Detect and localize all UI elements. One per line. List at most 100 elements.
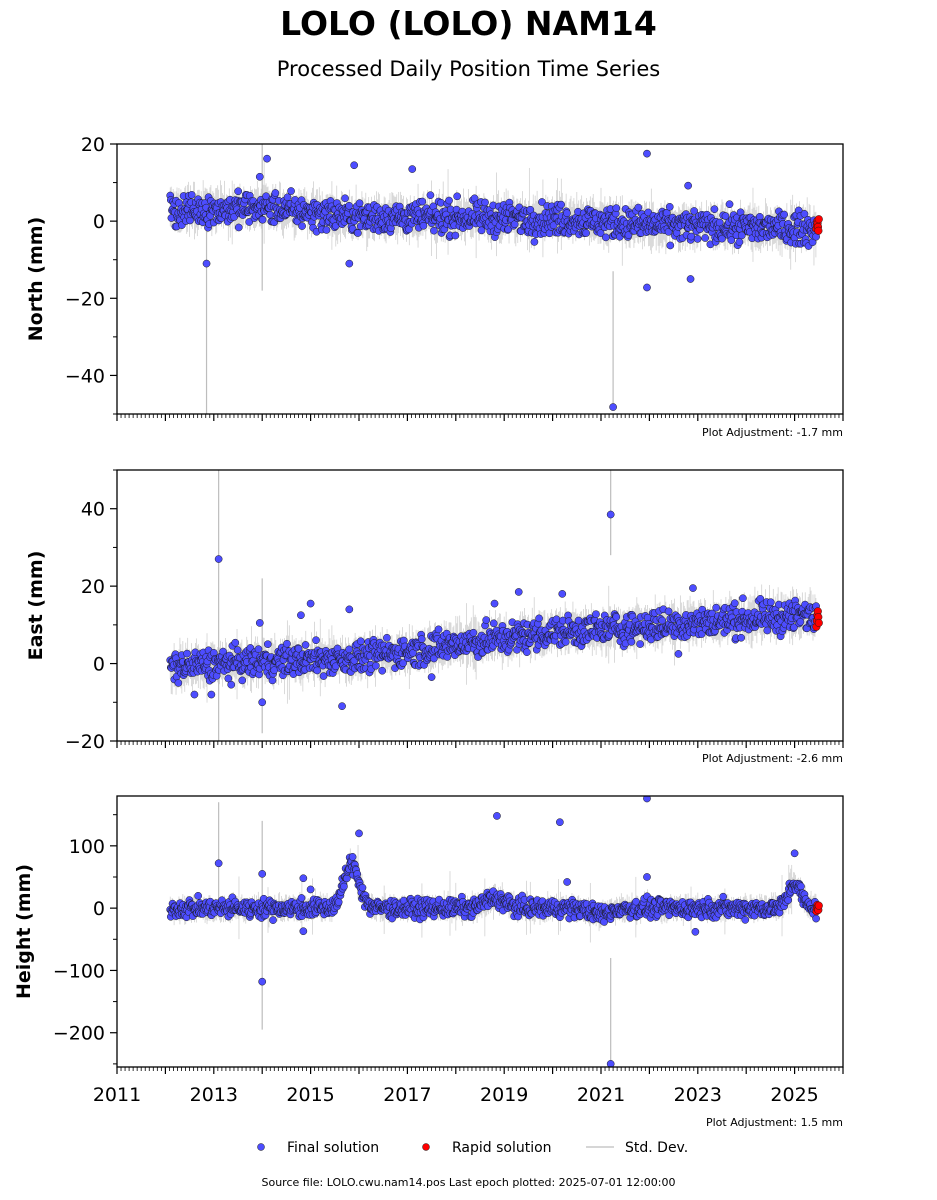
final-solution-point <box>658 616 667 625</box>
final-solution-outlier <box>255 172 264 181</box>
final-solution-point <box>269 916 277 924</box>
final-solution-point <box>563 209 571 217</box>
stddev-bars <box>169 802 817 1067</box>
stddev-bars <box>169 144 817 414</box>
final-solution-point <box>727 236 736 244</box>
plot-adjustment-note: Plot Adjustment: -1.7 mm <box>702 426 843 439</box>
final-solution-point <box>234 223 243 232</box>
final-solution-point <box>409 649 417 657</box>
final-solution-point <box>730 599 739 608</box>
final-solution-point <box>233 646 242 654</box>
final-solution-point <box>557 200 565 209</box>
plot-area <box>166 470 823 741</box>
final-solution-point <box>322 226 331 234</box>
final-solution-outlier <box>202 259 211 268</box>
final-solution-point <box>294 644 303 653</box>
final-solution-outlier <box>606 510 615 519</box>
final-solution-point <box>224 674 233 683</box>
final-solution-point <box>266 210 274 219</box>
final-solution-point <box>735 238 744 246</box>
plot-area <box>166 144 823 414</box>
final-solution-point <box>355 199 364 208</box>
final-solution-point <box>418 197 427 206</box>
final-solution-point <box>477 226 486 235</box>
final-solution-point <box>530 238 539 246</box>
final-solution-point <box>636 640 644 648</box>
final-solution-outlier <box>490 599 499 608</box>
final-solution-outlier <box>643 283 651 292</box>
final-solution-point <box>183 649 191 658</box>
rapid-solution-point <box>814 215 823 224</box>
final-solution-point <box>301 641 310 649</box>
final-solution-outlier <box>338 702 346 711</box>
final-solution-point <box>664 607 673 616</box>
final-solution-point <box>718 234 726 243</box>
final-solution-point <box>298 222 306 230</box>
final-solution-point <box>312 636 320 645</box>
final-solution-point <box>340 882 348 891</box>
final-solution-point <box>254 645 263 654</box>
final-solution-point <box>710 205 719 214</box>
final-solution-point <box>434 625 443 634</box>
y-axis-label: North (mm) <box>25 217 47 342</box>
final-solution-point <box>263 640 272 649</box>
final-solution-outlier <box>263 154 271 163</box>
final-solution-outlier <box>258 698 267 707</box>
final-solution-outlier <box>684 181 692 190</box>
plot-area <box>166 796 823 1067</box>
rapid-solution-point <box>814 226 823 235</box>
final-solution-point <box>712 603 721 612</box>
final-solution-point <box>174 679 183 687</box>
final-solution-point <box>378 666 387 675</box>
final-solution-point <box>725 200 734 209</box>
final-solution-point <box>601 233 610 242</box>
final-solution-point <box>187 191 196 199</box>
final-solution-point <box>356 637 365 646</box>
final-solution-point <box>549 221 558 230</box>
final-solution-outlier <box>609 403 617 411</box>
final-solution-point <box>313 666 322 675</box>
final-solution-outlier <box>190 690 199 699</box>
final-solution-point <box>481 198 489 207</box>
final-solution-outlier <box>306 599 315 608</box>
final-solution-point <box>270 666 279 675</box>
final-solution-point <box>451 231 460 240</box>
final-solution-point <box>687 232 696 241</box>
y-axis-label: East (mm) <box>25 551 47 661</box>
final-solution-point <box>561 638 570 646</box>
final-solution-point <box>634 203 643 212</box>
final-solution-outlier <box>345 605 354 614</box>
panel-frame <box>116 143 844 415</box>
final-solution-point <box>345 201 353 210</box>
final-solution-point <box>697 630 706 638</box>
final-solution-outlier <box>297 611 305 620</box>
final-solution-point <box>319 672 328 680</box>
y-tick-label: 20 <box>81 576 105 598</box>
final-solution-point <box>545 229 554 238</box>
final-solution-point <box>763 626 772 635</box>
final-solution-outlier <box>408 165 417 173</box>
final-solution-point <box>268 676 277 685</box>
final-solution-outlier <box>686 275 695 283</box>
page-title: LOLO (LOLO) NAM14 <box>280 4 657 43</box>
final-solution-point <box>430 226 438 235</box>
final-solution-point <box>194 891 202 900</box>
final-solution-point <box>489 619 498 628</box>
y-tick-label: 0 <box>93 211 105 233</box>
final-solution-point <box>469 628 478 637</box>
final-solution-point <box>766 598 775 607</box>
page-subtitle: Processed Daily Position Time Series <box>276 57 661 81</box>
final-solution-point <box>271 189 280 197</box>
final-solution-point <box>227 680 236 689</box>
final-solution-point <box>430 654 438 663</box>
final-solution-outlier <box>345 259 354 268</box>
final-solution-point <box>737 633 746 642</box>
final-solution-outlier <box>255 619 264 627</box>
final-solution-point <box>399 659 407 668</box>
final-solution-point <box>612 613 621 621</box>
final-solution-point <box>690 207 698 215</box>
final-solution-point <box>283 193 292 202</box>
final-solution-point <box>371 661 380 670</box>
